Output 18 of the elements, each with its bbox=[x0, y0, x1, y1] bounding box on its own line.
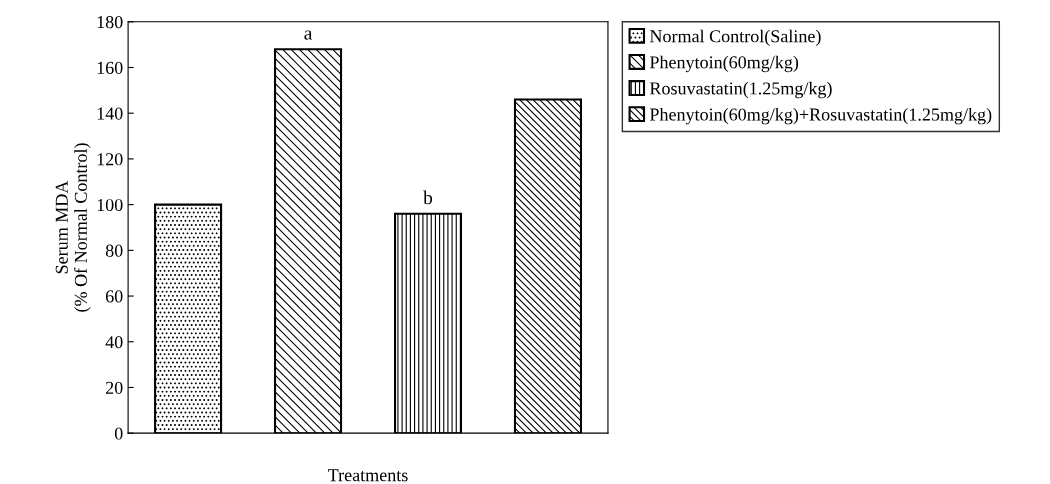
y-tick-label: 160 bbox=[97, 61, 123, 74]
x-axis-title: Treatments bbox=[328, 469, 408, 482]
y-tick-label: 0 bbox=[114, 427, 123, 440]
legend-label: Normal Control(Saline) bbox=[649, 29, 821, 47]
annotation: b bbox=[423, 190, 433, 205]
legend-label: Phenytoin(60mg/kg) bbox=[649, 55, 799, 73]
y-axis-title: Serum MDA (% Of Normal Control) bbox=[55, 143, 91, 312]
y-tick-label: 180 bbox=[97, 16, 123, 29]
legend-label: Rosuvastatin(1.25mg/kg) bbox=[649, 81, 832, 99]
legend-label: Phenytoin(60mg/kg)+Rosuvastatin(1.25mg/kg) bbox=[649, 107, 992, 125]
y-tick-label: 60 bbox=[105, 290, 123, 303]
y-tick-label: 120 bbox=[97, 153, 123, 166]
annotation: a bbox=[304, 30, 313, 40]
y-tick-label: 140 bbox=[97, 107, 123, 120]
y-tick-label: 40 bbox=[105, 336, 123, 349]
y-tick-label: 80 bbox=[105, 244, 123, 257]
y-tick-label: 100 bbox=[97, 198, 123, 212]
y-tick-label: 20 bbox=[105, 381, 123, 394]
